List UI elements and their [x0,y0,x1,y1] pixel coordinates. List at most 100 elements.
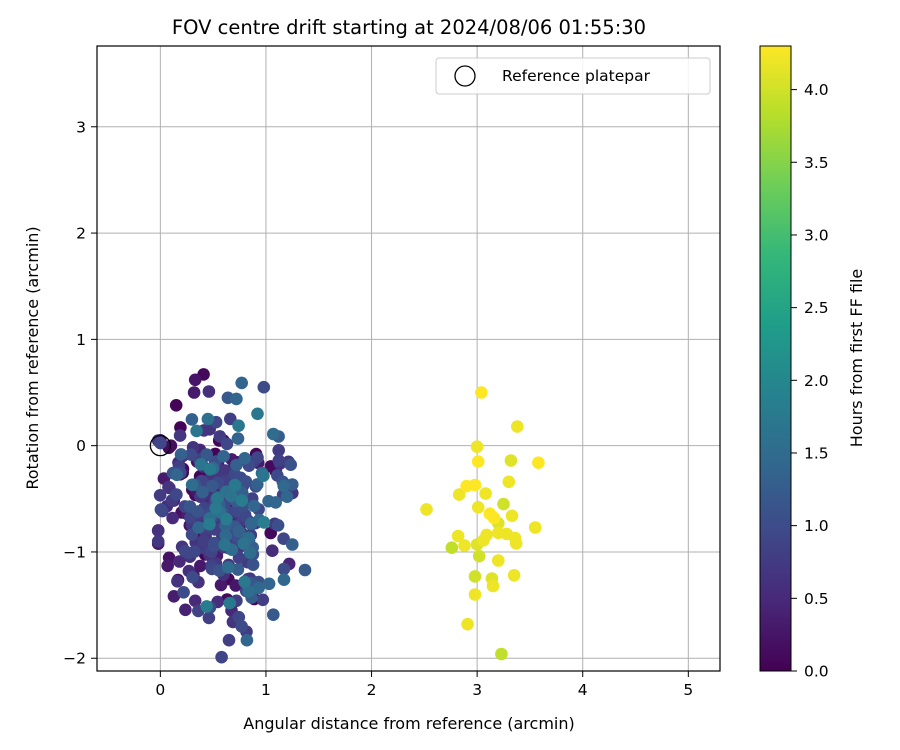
x-tick-label: 2 [367,681,377,699]
data-point [242,585,255,598]
data-point [209,501,223,515]
data-point [162,480,175,494]
data-point [218,538,231,552]
legend-frame [435,57,711,95]
data-point [238,452,251,465]
data-point [194,559,207,573]
data-point [267,608,280,621]
data-point [280,490,294,504]
data-point [221,561,235,574]
data-point [220,437,234,451]
data-point [173,555,186,568]
colorbar-tick-label: 0.0 [804,663,829,681]
data-point [214,578,228,592]
data-point [183,500,197,513]
data-point [167,590,181,603]
plot-frame [96,45,721,672]
data-point [247,499,261,513]
data-point [502,475,516,489]
data-point [251,451,264,464]
x-tick-label: 5 [683,681,693,699]
data-point [277,479,291,493]
data-point [470,440,484,454]
data-point [170,468,184,482]
data-point [206,479,219,493]
data-point [228,478,242,492]
data-point [251,407,264,421]
data-point [240,633,254,647]
data-point [203,518,216,531]
data-point [266,544,279,557]
data-point [232,525,246,538]
data-point [267,427,280,441]
data-point [505,509,519,523]
data-point [495,647,508,661]
x-tick-label: 0 [155,681,165,699]
data-point [211,491,224,505]
data-point [507,569,521,582]
data-point [468,588,482,601]
data-point [207,539,221,553]
data-point [451,529,465,543]
data-point [171,575,184,588]
data-point [232,419,245,433]
y-tick-label: 0 [76,437,86,455]
data-point [237,537,250,550]
data-point [486,579,500,593]
data-point [246,558,260,571]
colorbar-label: Hours from first FF file [847,269,866,448]
data-point [188,373,202,387]
data-point [452,488,466,501]
colorbar-tick-label: 3.5 [804,154,829,172]
data-point [497,497,510,511]
data-point [224,412,237,426]
data-point [202,611,216,625]
plot-area: 0 1 2 3 4 5 −2 −1 0 1 2 3 [63,45,721,699]
data-point [475,386,488,399]
data-point [479,487,492,500]
data-point [220,512,233,526]
colorbar-tick-label: 2.0 [804,372,829,390]
data-point [257,516,271,529]
colorbar-tick-label: 1.0 [804,517,829,535]
data-point [192,521,205,534]
data-point [201,412,215,426]
data-point [223,596,236,610]
data-point [154,503,168,516]
data-point [468,478,482,492]
colorbar-tick-label: 4.0 [804,81,829,99]
data-point [298,563,312,577]
data-point [177,586,190,599]
data-point [188,545,201,558]
colorbar-tick-label: 0.5 [804,590,829,608]
data-point [170,488,183,501]
data-point [200,448,213,461]
x-tick-label: 4 [578,681,588,699]
data-point [445,541,459,554]
data-point [286,538,299,551]
x-tick-label: 1 [261,681,271,699]
data-point [219,529,233,542]
data-point [243,546,257,560]
data-point [471,455,485,468]
data-point [472,549,486,563]
data-point [232,551,246,565]
data-point [186,570,199,584]
data-point [271,519,285,532]
data-point [187,386,201,399]
legend-reference-marker [454,65,476,87]
data-point [179,603,192,617]
data-point [277,573,291,586]
data-point [511,420,524,433]
data-point [196,485,209,499]
data-point [252,581,265,595]
data-point [231,432,245,445]
data-point [272,454,286,467]
data-point [487,511,501,525]
data-point [420,503,433,516]
y-tick-label: −1 [63,543,86,561]
data-point [230,392,243,406]
colorbar-tick-label: 1.5 [804,444,829,462]
data-point [257,469,270,483]
